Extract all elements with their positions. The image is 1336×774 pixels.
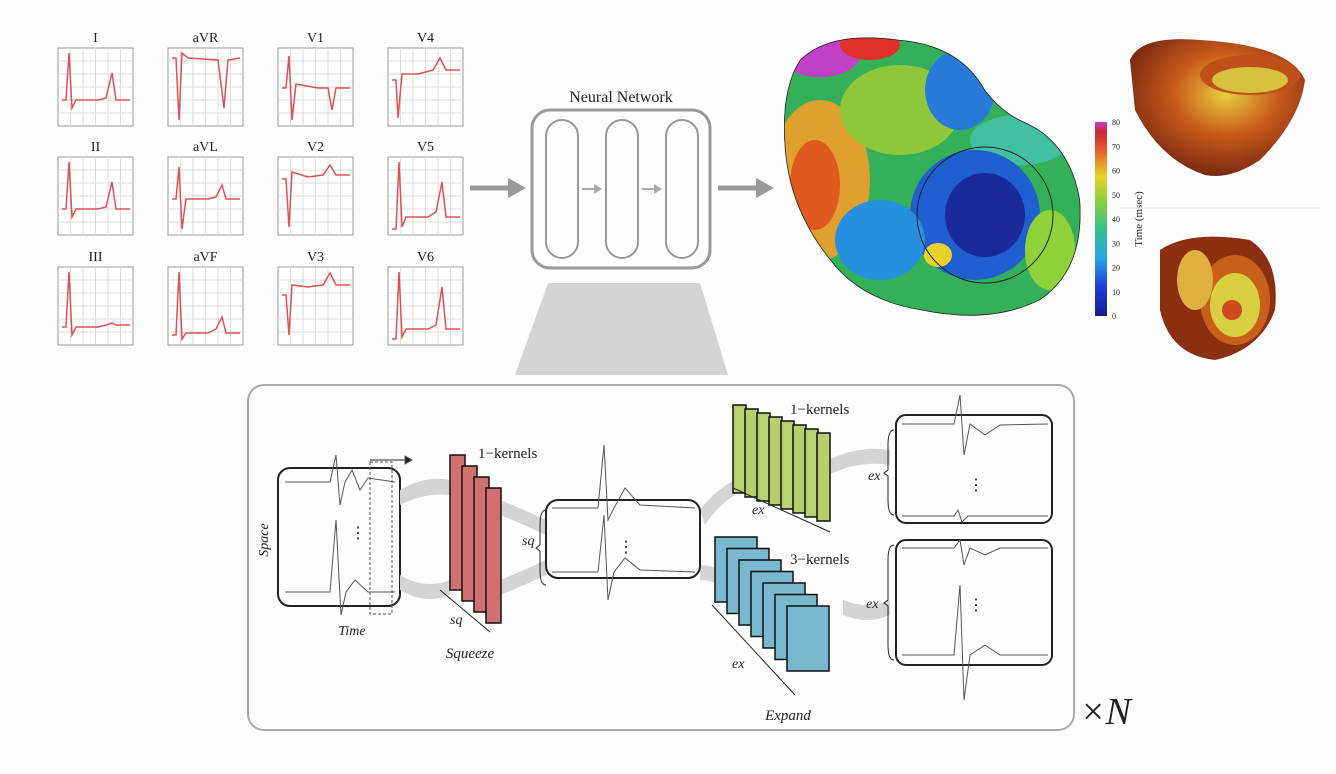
lead-label: V1	[307, 31, 324, 46]
ecg-wave	[172, 51, 241, 121]
lead-label: V2	[307, 140, 324, 155]
kernel	[792, 424, 807, 514]
inner-arrow	[582, 184, 662, 194]
kernel-label: 1−kernels	[790, 402, 849, 418]
lead-label: V5	[417, 140, 434, 155]
ecg-lead: V6	[387, 250, 464, 346]
heart-render	[1120, 39, 1320, 360]
colorbar-tick: 10	[1112, 288, 1120, 297]
ecg-wave	[172, 166, 240, 230]
kernel-axis	[711, 604, 796, 696]
kernel	[768, 416, 783, 506]
flow-band	[400, 478, 450, 505]
ecg-wave	[282, 55, 350, 121]
ecg-wave	[62, 52, 130, 111]
ex-label: ex	[868, 469, 881, 484]
flow-band	[400, 575, 450, 599]
input-signal: ⋮	[277, 454, 414, 616]
ecg-lead: II	[57, 140, 134, 236]
kernel	[804, 428, 819, 518]
kernel	[485, 487, 502, 624]
ecg-wave	[392, 161, 460, 230]
flow-band	[700, 480, 735, 525]
ecg-lead: aVL	[167, 140, 244, 236]
block-frame	[247, 384, 1075, 731]
flow-band	[828, 448, 890, 475]
expand-label: Expand	[764, 708, 811, 724]
lead-label: V3	[307, 250, 324, 265]
kernel	[756, 412, 771, 502]
colorbar-tick: 70	[1112, 142, 1120, 151]
ecg-wave	[282, 271, 350, 336]
lead-label: aVF	[193, 250, 217, 265]
space-label: Space	[257, 523, 272, 556]
ex-label: ex	[866, 597, 879, 612]
colorbar-label: Time (msec)	[1133, 191, 1145, 247]
colorbar-tick: 60	[1112, 167, 1120, 176]
kernel	[786, 605, 830, 672]
kernel-axis	[732, 487, 831, 533]
ecg-wave	[62, 271, 130, 338]
lead-label: V4	[417, 31, 434, 46]
ex-label: ex	[752, 503, 765, 518]
zoom-funnel	[515, 283, 728, 375]
colorbar-tick: 80	[1112, 118, 1120, 127]
flow-band	[500, 560, 546, 595]
colorbar-tick: 40	[1112, 215, 1120, 224]
network-title: Neural Network	[569, 89, 673, 106]
lead-label: V6	[417, 250, 434, 265]
kernel-label: 3−kernels	[790, 552, 849, 568]
ecg-wave	[62, 161, 130, 220]
svg-text:⋮: ⋮	[968, 597, 984, 614]
lead-label: aVL	[193, 140, 218, 155]
kernel-axis	[439, 589, 491, 633]
ecg-lead: V4	[387, 31, 464, 127]
expanded-signal: ⋮ ⋮	[883, 394, 1053, 701]
svg-text:⋮: ⋮	[350, 525, 366, 542]
kernel	[732, 404, 747, 494]
colorbar-tick: 30	[1112, 239, 1120, 248]
colorbar-tick: 0	[1112, 312, 1116, 321]
ecg-wave	[392, 271, 460, 340]
colorbar-tick: 20	[1112, 264, 1120, 273]
ecg-lead: V1	[277, 31, 354, 127]
ecg-lead: I	[57, 31, 134, 127]
activation-map	[784, 37, 1081, 316]
colorbar-tick: 50	[1112, 191, 1120, 200]
ecg-lead: aVR	[167, 31, 244, 127]
kernel-label: 1−kernels	[478, 446, 537, 462]
lead-label: II	[91, 140, 101, 155]
ecg-wave	[282, 163, 350, 228]
sq-label: sq	[450, 613, 462, 628]
kernel	[744, 408, 759, 498]
ecg-wave	[392, 56, 460, 119]
lead-label: I	[93, 31, 98, 46]
svg-text:⋮: ⋮	[618, 539, 634, 556]
ecg-lead: III	[57, 250, 134, 346]
ex-label: ex	[732, 657, 745, 672]
ecg-lead: V3	[277, 250, 354, 346]
ecg-wave	[172, 271, 240, 342]
colorbar	[1095, 122, 1107, 316]
kernel	[816, 432, 831, 522]
kernel	[780, 420, 795, 510]
lead-label: III	[89, 250, 103, 265]
lead-label: aVR	[193, 31, 219, 46]
ecg-lead: V5	[387, 140, 464, 236]
squeeze-label: Squeeze	[446, 646, 495, 662]
squeezed-signal: ⋮	[535, 444, 701, 601]
svg-text:⋮: ⋮	[968, 477, 984, 494]
sq-label: sq	[522, 534, 534, 549]
arrow	[470, 178, 774, 198]
flow-band	[500, 500, 546, 535]
network-box	[530, 108, 712, 270]
flow-band	[843, 600, 890, 620]
repeat-label: ×N	[1080, 691, 1134, 733]
ecg-lead: aVF	[167, 250, 244, 346]
ecg-lead: V2	[277, 140, 354, 236]
time-label: Time	[338, 624, 365, 639]
